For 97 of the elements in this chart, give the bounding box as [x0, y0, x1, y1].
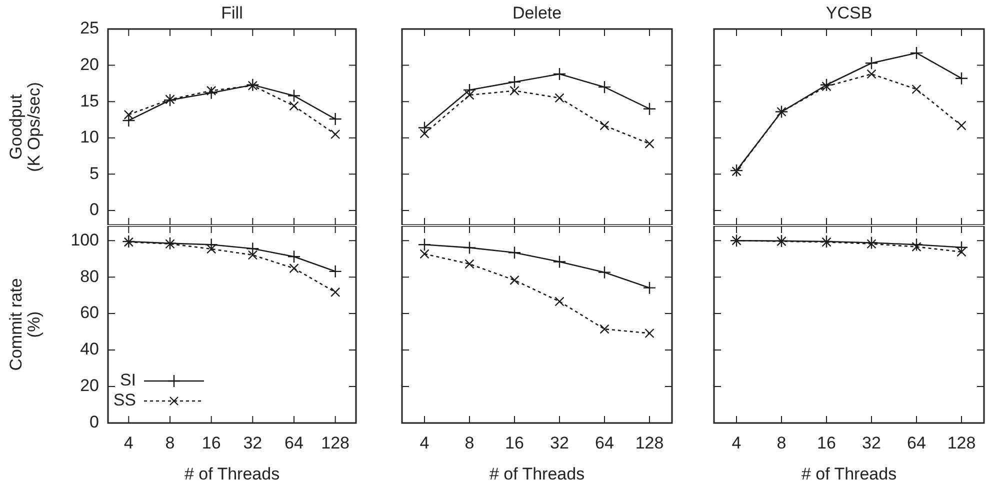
point: [163, 94, 177, 107]
x-tick-label: 16: [202, 434, 221, 453]
x-tick-label: 4: [124, 434, 134, 453]
point: [165, 239, 175, 249]
point: [820, 234, 834, 248]
x-tick-label: 16: [817, 434, 836, 453]
point: [866, 69, 876, 79]
x-tick-label: 16: [505, 434, 524, 453]
point: [122, 114, 136, 128]
point: [508, 75, 522, 89]
chart-title: Fill: [221, 4, 243, 23]
x-tick-label: 4: [732, 434, 742, 453]
point: [644, 138, 654, 149]
point: [820, 78, 834, 92]
point: [642, 102, 656, 116]
point: [642, 281, 656, 294]
point: [954, 240, 968, 254]
point: [289, 263, 299, 274]
point: [912, 84, 922, 94]
y-tick-label: 100: [70, 230, 99, 250]
x-tick-label: 8: [776, 434, 786, 453]
x-tick-label: 4: [420, 434, 430, 453]
y-tick-label: 10: [80, 128, 99, 147]
point: [287, 250, 301, 264]
x-axis-title: # of Threads: [801, 464, 897, 484]
point: [822, 237, 832, 247]
point: [554, 296, 564, 306]
y-tick-label: 20: [80, 54, 99, 74]
point: [510, 86, 520, 96]
point: [864, 236, 878, 250]
x-tick-label: 128: [635, 434, 664, 453]
point: [600, 120, 610, 130]
point: [644, 328, 654, 338]
chart-title: Delete: [512, 4, 562, 23]
y-tick-label: 60: [80, 303, 99, 322]
point: [328, 264, 342, 278]
y-axis-title: Commit rate (%): [6, 278, 44, 371]
y-tick-label: 0: [90, 412, 99, 432]
x-tick-label: 64: [595, 434, 614, 453]
legend-label: SI: [120, 370, 136, 390]
point: [508, 246, 522, 260]
y-tick-label: 5: [90, 164, 99, 183]
point: [866, 239, 876, 249]
point: [910, 238, 924, 252]
point: [330, 287, 340, 298]
x-tick-label: 128: [947, 434, 976, 453]
y-tick-label: 25: [80, 18, 99, 38]
point: [287, 89, 301, 102]
y-tick-label: 80: [80, 266, 99, 286]
point: [912, 242, 922, 252]
point: [864, 56, 878, 70]
x-axis-title: # of Threads: [489, 464, 585, 484]
point: [462, 241, 476, 254]
y-tick-label: 20: [80, 376, 99, 396]
y-tick-label: 15: [80, 91, 99, 110]
point: [822, 82, 832, 92]
point: [248, 80, 258, 90]
point: [289, 101, 299, 111]
point: [204, 86, 218, 100]
x-tick-label: 64: [907, 434, 926, 453]
x-axis-title: # of Threads: [184, 464, 280, 484]
point: [246, 78, 260, 92]
point: [206, 86, 216, 96]
point: [552, 67, 566, 81]
point: [124, 237, 134, 247]
point: [600, 324, 610, 334]
x-tick-label: 32: [862, 434, 881, 453]
point: [598, 266, 612, 279]
x-tick-label: 128: [321, 434, 350, 453]
point: [732, 166, 742, 176]
point: [464, 259, 474, 269]
point: [552, 255, 566, 268]
point: [510, 275, 520, 286]
point: [330, 129, 340, 140]
x-tick-label: 32: [243, 434, 262, 453]
point: [418, 121, 432, 134]
point: [122, 234, 136, 248]
point: [328, 112, 342, 126]
point: [956, 120, 966, 130]
point: [420, 249, 430, 259]
legend-label: SS: [113, 390, 136, 410]
point: [418, 238, 432, 252]
point: [910, 46, 924, 60]
point: [163, 236, 177, 250]
point: [165, 94, 175, 104]
y-axis-title: Goodput (K Ops/sec): [6, 82, 44, 172]
x-tick-label: 8: [165, 434, 175, 453]
y-tick-label: 40: [80, 340, 99, 359]
chart-title: YCSB: [826, 4, 872, 23]
x-tick-label: 32: [550, 434, 569, 453]
x-tick-label: 8: [464, 434, 474, 453]
point: [554, 93, 564, 103]
y-tick-label: 0: [90, 200, 99, 220]
point: [598, 80, 612, 94]
point: [954, 72, 968, 85]
x-tick-label: 64: [284, 434, 304, 453]
point: [730, 164, 744, 178]
